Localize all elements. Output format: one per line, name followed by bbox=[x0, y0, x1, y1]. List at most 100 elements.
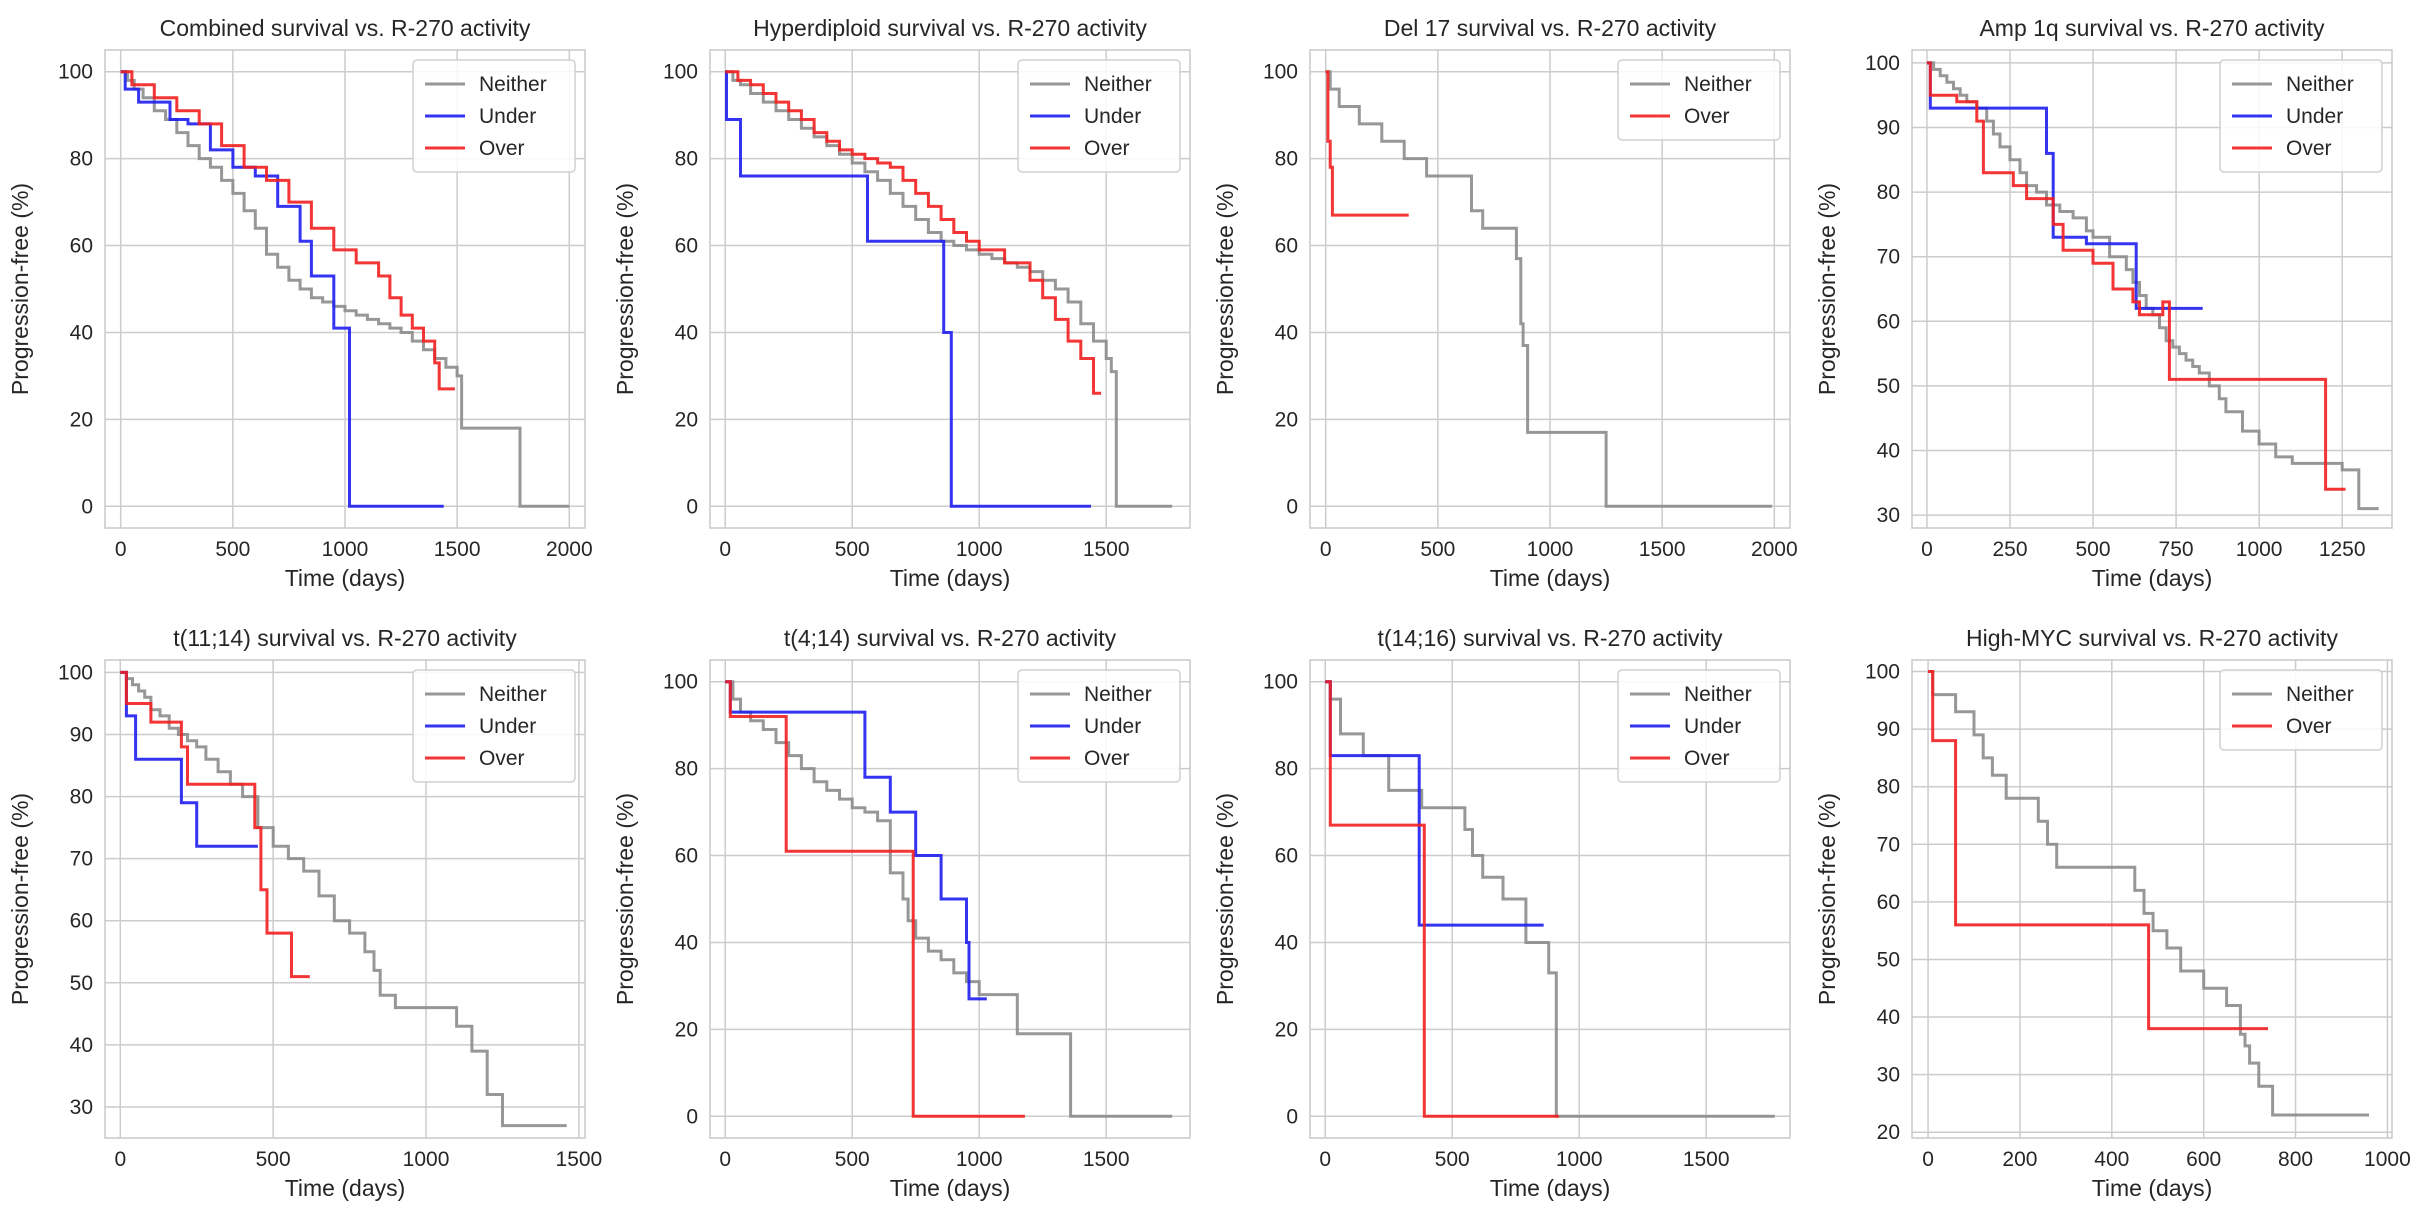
plot-frame bbox=[1911, 49, 2393, 529]
x-axis-label: Time (days) bbox=[1490, 1175, 1611, 1201]
y-tick-label: 80 bbox=[70, 148, 93, 171]
plot-frame bbox=[1911, 659, 2393, 1139]
x-tick-label: 1000 bbox=[2364, 1148, 2411, 1171]
plot-frame bbox=[104, 659, 586, 1139]
x-tick-label: 0 bbox=[1921, 538, 1933, 561]
x-tick-label: 0 bbox=[1922, 1148, 1934, 1171]
chart-panel-7: 0 500 1000 1500 0 20 40 60 80 100 t(14;16) surviva… bbox=[1212, 625, 1791, 1201]
x-axis-label: Time (days) bbox=[2092, 1175, 2213, 1201]
legend: Neither Under Over bbox=[1017, 669, 1181, 783]
chart-panel-2: 0 500 1000 1500 0 20 40 60 80 100 Hyperdiploid sur… bbox=[612, 15, 1191, 591]
legend-box bbox=[2219, 669, 2383, 751]
series-line-under bbox=[1926, 61, 2203, 310]
series-line-under bbox=[1325, 680, 1544, 927]
series-line-neither bbox=[725, 680, 1173, 1118]
y-tick-label: 60 bbox=[675, 235, 698, 258]
legend: Neither Under Over bbox=[1617, 669, 1781, 783]
x-tick-label: 500 bbox=[2076, 538, 2111, 561]
y-tick-label: 20 bbox=[1275, 1018, 1298, 1041]
legend-label-neither: Neither bbox=[1084, 683, 1152, 706]
legend-label-neither: Neither bbox=[1684, 73, 1752, 96]
chart-panel-5: 0 500 1000 1500 30 40 50 60 70 80 90 100 t(11;14) su… bbox=[7, 625, 602, 1201]
chart-title: t(4;14) survival vs. R-270 activity bbox=[784, 625, 1117, 651]
plot-frame bbox=[709, 659, 1191, 1139]
y-axis-label: Progression-free (%) bbox=[7, 183, 33, 395]
x-tick-label: 250 bbox=[1992, 538, 2027, 561]
chart-panel-6: 0 500 1000 1500 0 20 40 60 80 100 t(4;14) survival… bbox=[612, 625, 1191, 1201]
y-tick-label: 90 bbox=[1877, 718, 1900, 741]
x-tick-label: 1250 bbox=[2319, 538, 2366, 561]
x-tick-label: 1000 bbox=[2236, 538, 2283, 561]
x-tick-label: 1500 bbox=[1683, 1148, 1730, 1171]
series-line-under bbox=[120, 670, 258, 848]
x-tick-label: 1000 bbox=[322, 538, 369, 561]
plot-frame bbox=[709, 49, 1191, 529]
y-tick-label: 100 bbox=[1865, 661, 1900, 684]
legend-box bbox=[412, 669, 576, 783]
y-tick-label: 0 bbox=[81, 495, 93, 518]
chart-panel-1: 0 500 1000 1500 2000 0 20 40 60 80 100 Combined sur… bbox=[7, 15, 593, 591]
series-line-over bbox=[120, 70, 455, 391]
y-tick-label: 50 bbox=[1877, 375, 1900, 398]
x-tick-label: 1500 bbox=[1639, 538, 1686, 561]
y-tick-label: 30 bbox=[70, 1096, 93, 1119]
x-tick-label: 2000 bbox=[546, 538, 593, 561]
chart-panel-3: 0 500 1000 1500 2000 0 20 40 60 80 100 Del 17 survi… bbox=[1212, 15, 1798, 591]
y-tick-label: 30 bbox=[1877, 1064, 1900, 1087]
y-tick-label: 40 bbox=[1877, 1006, 1900, 1029]
y-tick-label: 60 bbox=[675, 845, 698, 868]
legend-label-neither: Neither bbox=[1084, 73, 1152, 96]
series-line-over bbox=[1325, 70, 1409, 217]
y-tick-label: 40 bbox=[70, 321, 93, 344]
series-line-neither bbox=[120, 70, 570, 508]
y-tick-label: 100 bbox=[663, 671, 698, 694]
x-axis-label: Time (days) bbox=[1490, 565, 1611, 591]
legend-label-under: Under bbox=[479, 715, 536, 738]
y-tick-label: 50 bbox=[70, 972, 93, 995]
x-tick-label: 500 bbox=[835, 1148, 870, 1171]
legend-label-neither: Neither bbox=[1684, 683, 1752, 706]
legend: Neither Under Over bbox=[412, 669, 576, 783]
legend-label-under: Under bbox=[1084, 715, 1141, 738]
y-axis-label: Progression-free (%) bbox=[612, 183, 638, 395]
x-axis-label: Time (days) bbox=[890, 1175, 1011, 1201]
x-tick-label: 1000 bbox=[1556, 1148, 1603, 1171]
legend-label-over: Over bbox=[479, 137, 525, 160]
y-tick-label: 80 bbox=[1275, 758, 1298, 781]
x-axis-label: Time (days) bbox=[2092, 565, 2213, 591]
y-tick-label: 60 bbox=[1877, 891, 1900, 914]
y-tick-label: 60 bbox=[1275, 845, 1298, 868]
y-tick-label: 80 bbox=[675, 758, 698, 781]
y-tick-label: 100 bbox=[1263, 671, 1298, 694]
x-tick-label: 500 bbox=[1435, 1148, 1470, 1171]
chart-title: t(14;16) survival vs. R-270 activity bbox=[1377, 625, 1723, 651]
legend: Neither Over bbox=[2219, 669, 2383, 751]
x-tick-label: 1000 bbox=[956, 538, 1003, 561]
series-line-neither bbox=[1928, 670, 2369, 1117]
legend-label-neither: Neither bbox=[2286, 683, 2354, 706]
legend-label-neither: Neither bbox=[2286, 73, 2354, 96]
series-line-under bbox=[725, 70, 1091, 508]
legend-label-neither: Neither bbox=[479, 73, 547, 96]
legend-box bbox=[412, 59, 576, 173]
y-tick-label: 100 bbox=[1263, 61, 1298, 84]
chart-title: Hyperdiploid survival vs. R-270 activity bbox=[753, 15, 1147, 41]
y-tick-label: 40 bbox=[1275, 931, 1298, 954]
y-axis-label: Progression-free (%) bbox=[1814, 183, 1840, 395]
series-line-neither bbox=[1325, 680, 1775, 1118]
x-tick-label: 1000 bbox=[1527, 538, 1574, 561]
x-tick-label: 2000 bbox=[1751, 538, 1798, 561]
legend-box bbox=[1617, 669, 1781, 783]
y-tick-label: 60 bbox=[70, 910, 93, 933]
y-axis-label: Progression-free (%) bbox=[1212, 793, 1238, 1005]
y-tick-label: 90 bbox=[70, 723, 93, 746]
legend: Neither Under Over bbox=[1017, 59, 1181, 173]
y-tick-label: 100 bbox=[58, 61, 93, 84]
legend-label-under: Under bbox=[2286, 105, 2343, 128]
plot-frame bbox=[1309, 659, 1791, 1139]
legend-label-over: Over bbox=[479, 747, 525, 770]
y-tick-label: 20 bbox=[1877, 1121, 1900, 1144]
x-tick-label: 500 bbox=[215, 538, 250, 561]
y-tick-label: 40 bbox=[1877, 439, 1900, 462]
